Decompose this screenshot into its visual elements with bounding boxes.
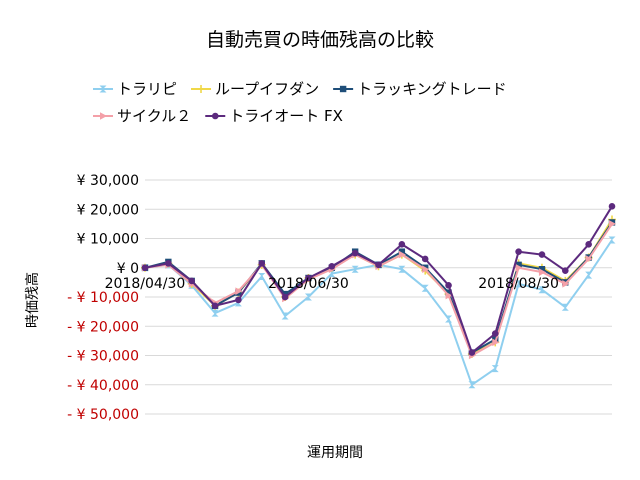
legend-item: トラリピ [93,80,177,98]
y-tick-label: - ¥ 50,000 [67,407,139,423]
data-point [492,338,500,347]
data-point [562,280,570,288]
data-point [375,261,382,269]
legend-item: ループイフダン [191,80,319,98]
legend-label: トライオート FX [229,107,343,125]
data-point [585,271,593,279]
grid-lines [145,179,612,415]
data-point [398,250,406,259]
series-1 [141,236,616,389]
legend-marker [197,85,206,93]
data-point [398,248,406,255]
data-point [422,265,430,274]
legend-label: ループイフダン [215,80,319,98]
data-point [538,286,546,294]
data-point [562,267,569,274]
data-point [328,262,336,270]
data-point [538,251,546,258]
x-tick-label: 2018/04/30 [105,276,186,292]
series-group [141,203,616,389]
y-tick-label: - ¥ 40,000 [67,378,139,394]
data-point [188,277,195,285]
legend-marker [211,112,219,120]
data-point [235,296,242,304]
data-point [515,261,522,269]
data-point [468,349,476,356]
y-tick-label: ¥ 0 [117,261,139,277]
x-axis-title: 運用期間 [307,445,363,461]
data-point [561,303,569,311]
legend-item: サイクル２ [93,107,191,125]
legend-marker [339,85,347,93]
x-tick-label: 2018/06/30 [268,276,349,292]
data-point [398,241,406,248]
data-point [445,315,453,323]
legend-marker [99,85,107,93]
data-point [421,284,429,292]
data-point [491,365,499,373]
legend-label: トラッキングトレード [357,80,507,98]
data-point [515,263,523,272]
y-axis-ticks: ¥ 30,000 ¥ 20,000 ¥ 10,000 ¥ 0 - ¥ 10,000 - ¥… [67,173,139,423]
y-tick-label: ¥ 20,000 [77,202,139,218]
data-point [445,282,452,289]
data-point [608,203,616,210]
y-tick-label: - ¥ 10,000 [67,290,139,306]
y-axis-title: 時価残高 [24,272,41,328]
data-point [398,265,406,273]
legend-item: トラッキングトレード [333,80,507,98]
x-axis-ticks: 2018/04/30 2018/06/30 2018/08/30 [105,276,559,292]
data-point [445,289,452,296]
data-point [445,291,453,300]
data-point [165,260,172,267]
data-point [468,381,476,389]
series-5 [141,203,616,356]
data-point [351,249,359,257]
data-point [585,255,593,263]
data-point [515,248,522,255]
y-tick-label: ¥ 10,000 [77,232,139,248]
x-tick-label: 2018/08/30 [478,276,559,292]
y-tick-label: ¥ 30,000 [77,173,139,189]
data-point [491,330,499,337]
data-point [281,312,289,320]
data-point [211,302,219,310]
data-point [211,309,219,317]
data-point [258,260,266,267]
y-tick-label: - ¥ 30,000 [67,349,139,365]
data-point [538,268,546,276]
data-point [258,273,266,281]
data-point [585,241,592,248]
legend-item: トライオート FX [205,107,343,125]
data-point [304,293,312,301]
legend-label: トラリピ [117,80,177,98]
data-point [609,220,616,228]
chart-title: 自動売買の時価残高の比較 [206,29,434,51]
data-point [515,280,523,288]
data-point [538,266,546,273]
data-point [281,293,289,301]
y-tick-label: - ¥ 20,000 [67,319,139,335]
data-point [351,265,359,273]
data-point [421,255,429,263]
data-point [141,264,149,272]
data-point [235,287,243,295]
data-point [608,236,616,244]
legend-marker [100,112,107,120]
data-point [305,274,312,282]
legend-label: サイクル２ [117,107,191,125]
